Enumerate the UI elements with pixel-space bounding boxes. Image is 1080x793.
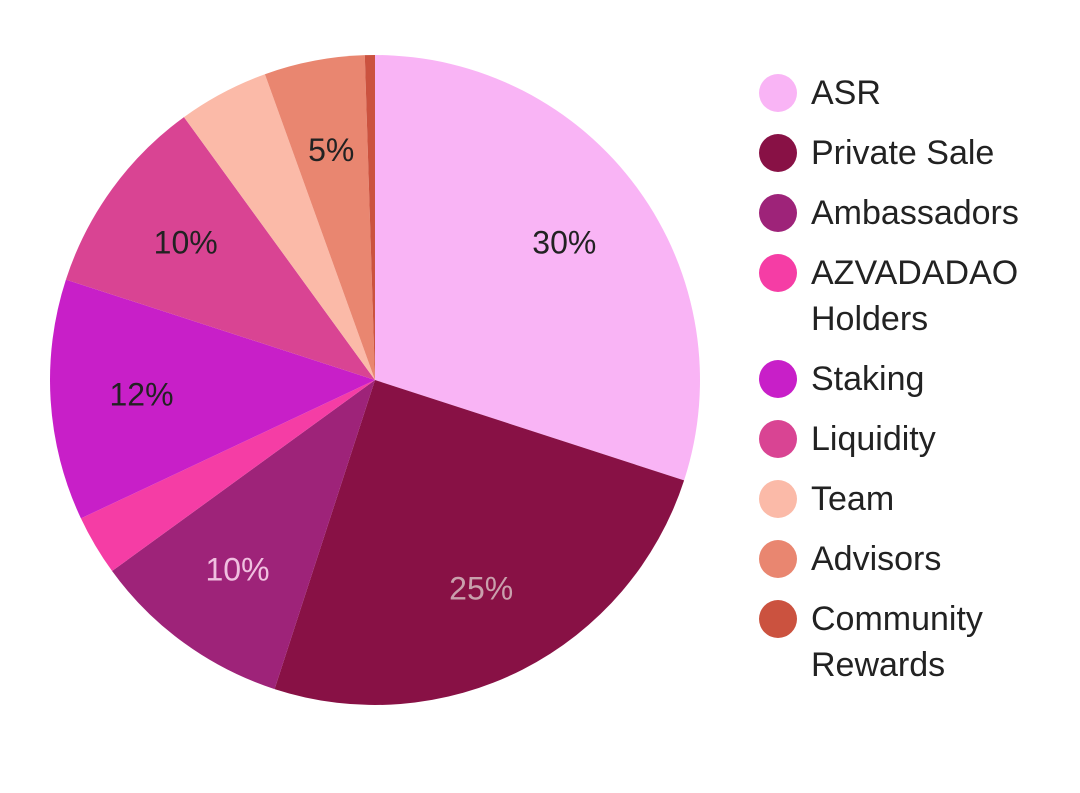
data-label-staking: 12%	[109, 377, 173, 413]
pie-data-labels: 30% 25% 10% 12% 10% 5%	[109, 132, 596, 606]
data-label-asr: 30%	[532, 225, 596, 261]
data-label-advisors: 5%	[308, 132, 354, 168]
legend-label-team: Team	[811, 480, 894, 518]
pie-slice-asr	[375, 55, 700, 481]
legend-marker-ambassadors	[759, 194, 797, 232]
legend-label-staking: Staking	[811, 360, 924, 398]
legend-marker-staking	[759, 360, 797, 398]
legend-marker-team	[759, 480, 797, 518]
legend-label-community-rewards-line-2: Rewards	[811, 646, 945, 684]
legend-label-azvadadao-holders-line-2: Holders	[811, 300, 928, 338]
pie-slice-liquidity	[65, 117, 375, 380]
legend-label-asr: ASR	[811, 74, 881, 112]
legend-marker-asr	[759, 74, 797, 112]
data-label-ambassadors: 10%	[205, 551, 269, 587]
pie-slice-advisors	[264, 55, 375, 380]
legend-label-private-sale: Private Sale	[811, 134, 994, 172]
legend-label-liquidity: Liquidity	[811, 420, 936, 458]
data-label-private-sale: 25%	[449, 571, 513, 607]
pie-slice-ambassadors	[112, 380, 375, 690]
pie-slice-azvadadao-holders	[80, 380, 376, 572]
legend-marker-advisors	[759, 540, 797, 578]
legend-label-community-rewards-line-1: Community	[811, 600, 983, 638]
pie-slices	[50, 55, 700, 705]
pie-slice-community-rewards	[364, 55, 375, 380]
legend-marker-private-sale	[759, 134, 797, 172]
pie-slice-private-sale	[274, 380, 685, 705]
data-label-liquidity: 10%	[154, 225, 218, 261]
legend-label-advisors: Advisors	[811, 540, 941, 578]
legend-marker-community-rewards	[759, 600, 797, 638]
pie-slice-team	[183, 74, 375, 381]
legend: ASR Private Sale Ambassadors AZVADADAO Holde…	[759, 74, 1019, 684]
pie-slice-staking	[50, 279, 375, 519]
legend-label-ambassadors: Ambassadors	[811, 194, 1019, 232]
legend-marker-azvadadao-holders	[759, 254, 797, 292]
legend-label-azvadadao-holders-line-1: AZVADADAO	[811, 254, 1018, 292]
legend-marker-liquidity	[759, 420, 797, 458]
